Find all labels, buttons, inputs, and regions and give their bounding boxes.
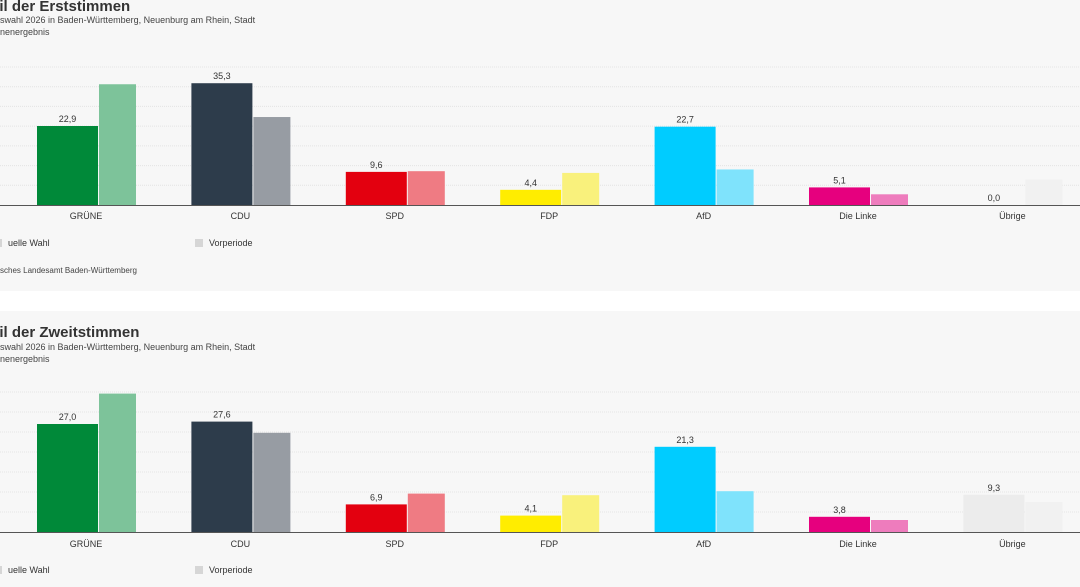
bar-previous-4 — [716, 169, 754, 205]
legend-current-election[interactable]: uelle Wahl — [0, 238, 50, 248]
chart-subtitle-result-type: enenergebnis — [0, 27, 50, 37]
bar-current-1 — [191, 83, 253, 205]
bar-current-6 — [963, 494, 1025, 532]
bar-previous-6 — [1025, 179, 1063, 205]
legend-swatch-icon — [195, 239, 203, 247]
category-label: Die Linke — [839, 539, 877, 549]
data-label: 0,0 — [988, 193, 1001, 203]
bar-previous-1 — [253, 432, 291, 532]
data-label: 9,3 — [988, 483, 1001, 493]
category-label: SPD — [386, 211, 405, 221]
legend-label: Vorperiode — [209, 238, 253, 248]
bar-previous-6 — [1025, 502, 1063, 532]
bar-current-2 — [345, 171, 407, 205]
zweitstimmen-bar-chart: 27,0 GRÜNE 27,6 CDU 6,9 SPD 4,1 FDP 21,3 AfD 3,8 Di… — [0, 391, 1080, 549]
category-label: FDP — [540, 539, 558, 549]
bar-current-5 — [809, 187, 870, 205]
bar-previous-4 — [716, 491, 754, 532]
bar-current-2 — [345, 504, 407, 532]
legend-previous-period[interactable]: Vorperiode — [195, 565, 253, 575]
bar-previous-2 — [407, 493, 445, 532]
bar-current-4 — [654, 126, 716, 205]
bar-current-0 — [37, 424, 98, 532]
category-label: GRÜNE — [70, 539, 103, 549]
data-label: 4,1 — [524, 504, 537, 514]
bar-previous-2 — [407, 171, 445, 205]
category-label: FDP — [540, 211, 558, 221]
category-label: CDU — [231, 211, 251, 221]
bar-current-4 — [654, 446, 716, 532]
legend-current-election[interactable]: uelle Wahl — [0, 565, 50, 575]
bar-previous-3 — [562, 495, 600, 532]
erststimmen-chart-panel: eil der Erststimmen gswahl 2026 in Baden… — [0, 0, 1080, 291]
bar-current-3 — [500, 515, 562, 532]
category-label: AfD — [696, 211, 712, 221]
data-label: 22,9 — [59, 114, 77, 124]
chart-subtitle: gswahl 2026 in Baden-Württemberg, Neuenb… — [0, 342, 256, 352]
category-label: Die Linke — [839, 211, 877, 221]
legend-previous-period[interactable]: Vorperiode — [195, 238, 253, 248]
data-label: 9,6 — [370, 160, 383, 170]
data-label: 21,3 — [676, 435, 694, 445]
chart-title: eil der Zweitstimmen — [0, 324, 140, 341]
data-label: 6,9 — [370, 492, 383, 502]
bar-previous-0 — [99, 393, 136, 532]
data-label: 35,3 — [213, 71, 231, 81]
data-label: 27,0 — [59, 412, 77, 422]
chart-subtitle-result-type: enenergebnis — [0, 354, 50, 364]
data-label: 22,7 — [676, 115, 694, 125]
legend-swatch-icon — [0, 239, 2, 247]
legend-label: uelle Wahl — [8, 238, 50, 248]
erststimmen-bar-chart: 22,9 GRÜNE 35,3 CDU 9,6 SPD 4,4 FDP 22,7 AfD 5,1 Di… — [0, 66, 1080, 221]
bar-current-5 — [809, 516, 870, 532]
legend-swatch-icon — [195, 566, 203, 574]
legend-swatch-icon — [0, 566, 2, 574]
bar-previous-5 — [871, 194, 908, 205]
bar-previous-5 — [871, 520, 908, 532]
category-label: SPD — [386, 539, 405, 549]
category-label: GRÜNE — [70, 211, 103, 221]
bar-previous-0 — [99, 84, 136, 205]
bar-current-1 — [191, 421, 253, 532]
legend-label: Vorperiode — [209, 565, 253, 575]
legend-label: uelle Wahl — [8, 565, 50, 575]
bar-previous-1 — [253, 117, 291, 205]
zweitstimmen-chart-panel: eil der Zweitstimmen gswahl 2026 in Bade… — [0, 311, 1080, 587]
category-label: Übrige — [999, 211, 1026, 221]
bar-previous-3 — [562, 172, 600, 205]
data-label: 4,4 — [524, 178, 537, 188]
data-label: 3,8 — [833, 505, 846, 515]
chart-source: tisches Landesamt Baden-Württemberg — [0, 266, 137, 275]
data-label: 5,1 — [833, 175, 846, 185]
chart-subtitle: gswahl 2026 in Baden-Württemberg, Neuenb… — [0, 15, 256, 25]
bar-current-3 — [500, 189, 562, 205]
category-label: Übrige — [999, 539, 1026, 549]
chart-title: eil der Erststimmen — [0, 0, 131, 15]
category-label: AfD — [696, 539, 712, 549]
data-label: 27,6 — [213, 410, 231, 420]
category-label: CDU — [231, 539, 251, 549]
bar-current-0 — [37, 125, 98, 205]
